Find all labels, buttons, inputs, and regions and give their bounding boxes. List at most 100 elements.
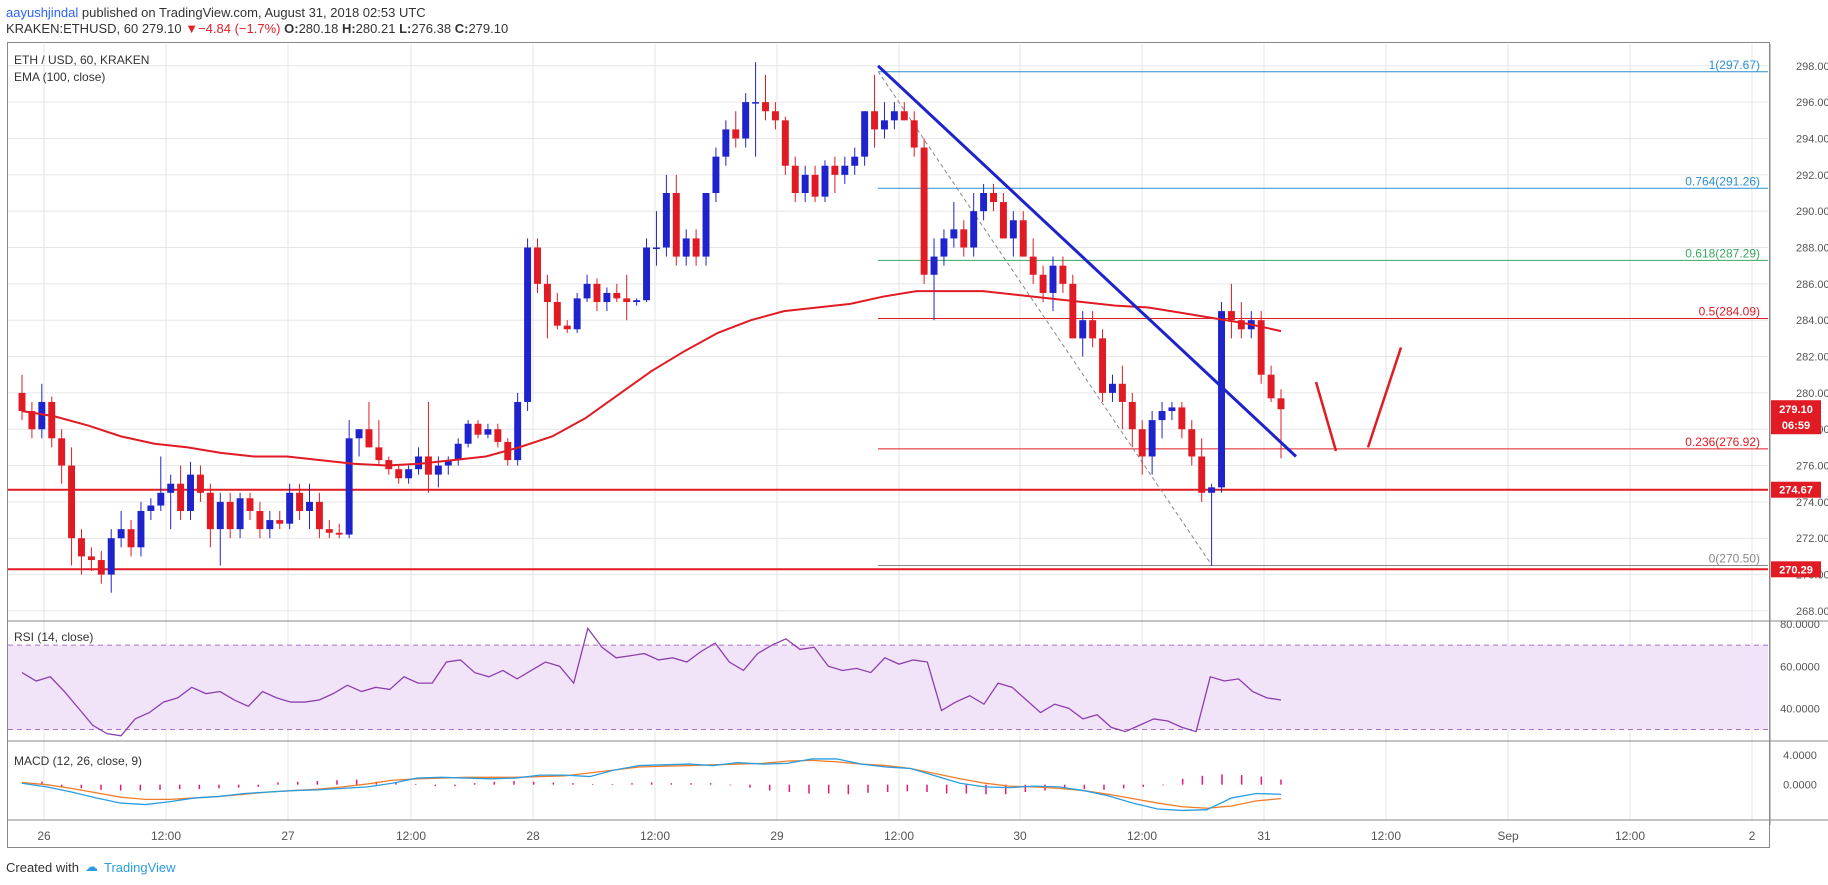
candle-body [276, 520, 284, 524]
candle-body [623, 298, 631, 303]
candle-body [424, 456, 432, 475]
current-price-tag: 279.10 [1779, 404, 1813, 416]
fib-level-label: 0(270.50) [1709, 551, 1760, 565]
symbol-name: KRAKEN:ETHUSD, 60 [6, 21, 139, 36]
candle-body [583, 283, 591, 299]
candle-body [58, 438, 66, 466]
candle-body [474, 423, 482, 435]
candle-body [1267, 374, 1275, 399]
candle-body [752, 102, 760, 104]
x-tick-label: 27 [281, 829, 295, 843]
candle-body [256, 510, 264, 530]
candle-body [1079, 320, 1087, 339]
rsi-tick-label: 80.0000 [1780, 619, 1820, 631]
candle-body [781, 120, 789, 166]
y-tick-label: 286.00 [1796, 279, 1828, 291]
candle-body [573, 298, 581, 330]
open-value: 280.18 [298, 21, 339, 36]
candle-body [742, 102, 750, 139]
candle-body [236, 498, 244, 530]
candle-body [593, 283, 601, 303]
candle-body [1029, 256, 1037, 275]
price-tag-label: 274.67 [1779, 485, 1813, 497]
candle-body [1198, 456, 1206, 493]
candle-body [960, 229, 968, 248]
candle-body [286, 492, 294, 524]
publish-info: aayushjindal published on TradingView.co… [6, 5, 426, 21]
high-value: 280.21 [355, 21, 396, 36]
tradingview-link[interactable]: TradingView [103, 859, 176, 875]
candle-body [1138, 429, 1146, 457]
y-tick-label: 272.00 [1796, 533, 1828, 545]
candle-body [930, 256, 938, 275]
candle-body [940, 238, 948, 257]
candle-body [1227, 311, 1235, 321]
candle-body [137, 510, 145, 548]
x-tick-label: Sep [1497, 829, 1519, 843]
candle-body [871, 111, 879, 130]
x-tick-label: 31 [1257, 829, 1271, 843]
x-tick-label: 12:00 [151, 829, 181, 843]
rsi-title: RSI (14, close) [14, 630, 93, 644]
author-link[interactable]: aayushjindal [6, 5, 79, 20]
candle-body [395, 469, 403, 479]
candle-body [603, 292, 611, 303]
candle-body [633, 300, 641, 303]
y-tick-label: 290.00 [1796, 206, 1828, 218]
candle-body [831, 165, 839, 175]
candle-body [177, 483, 185, 511]
candle-body [266, 520, 274, 530]
candle-body [672, 192, 680, 257]
candle-body [405, 469, 413, 479]
candle-body [712, 156, 720, 193]
fib-level-label: 0.618(287.29) [1685, 246, 1760, 260]
y-tick-label: 288.00 [1796, 243, 1828, 255]
y-tick-label: 296.00 [1796, 97, 1828, 109]
y-tick-label: 298.00 [1796, 61, 1828, 73]
macd-tick-label: 0.0000 [1783, 780, 1817, 792]
candle-body [167, 483, 175, 493]
candle-body [68, 465, 76, 539]
macd-line [21, 758, 1282, 812]
candle-body [206, 492, 214, 530]
fib-level-label: 0.5(284.09) [1699, 305, 1760, 319]
candle-body [1019, 220, 1027, 257]
trend-line [876, 64, 1298, 458]
candle-body [1069, 283, 1077, 339]
forecast-up-arrow [1366, 347, 1403, 448]
candle-body [196, 474, 204, 493]
ema-label: EMA (100, close) [14, 70, 105, 84]
price-tag-bg [1771, 561, 1821, 578]
candle-body [811, 174, 819, 197]
x-tick-label: 28 [526, 829, 540, 843]
candle-body [117, 529, 125, 539]
candle-body [762, 102, 769, 112]
candle-body [514, 401, 522, 461]
chart-title: ETH / USD, 60, KRAKEN [14, 53, 149, 67]
candle-body [553, 302, 561, 326]
rsi-band [8, 645, 1768, 730]
candle-body [999, 202, 1007, 239]
candle-body [454, 443, 462, 461]
down-arrow-icon: ▼ [185, 21, 199, 36]
candle-body [48, 401, 56, 439]
candle-body [662, 192, 670, 248]
candle-body [692, 238, 700, 257]
candle-body [880, 120, 888, 130]
y-tick-label: 268.00 [1796, 606, 1828, 618]
fib-level-label: 0.236(276.92) [1685, 435, 1760, 449]
rsi-tick-label: 60.0000 [1780, 661, 1820, 673]
current-price-tag-bg [1771, 400, 1821, 435]
candle-body [682, 238, 690, 257]
rsi-line [21, 626, 1282, 737]
low-label: L: [399, 21, 412, 36]
candle-body [1237, 320, 1245, 330]
candle-body [107, 538, 115, 575]
candle-body [841, 165, 849, 175]
y-tick-label: 282.00 [1796, 352, 1828, 364]
candle-body [970, 211, 978, 248]
candle-body [335, 532, 343, 535]
tradingview-logo-icon: ☁ [84, 859, 98, 874]
candle-body [78, 538, 85, 557]
